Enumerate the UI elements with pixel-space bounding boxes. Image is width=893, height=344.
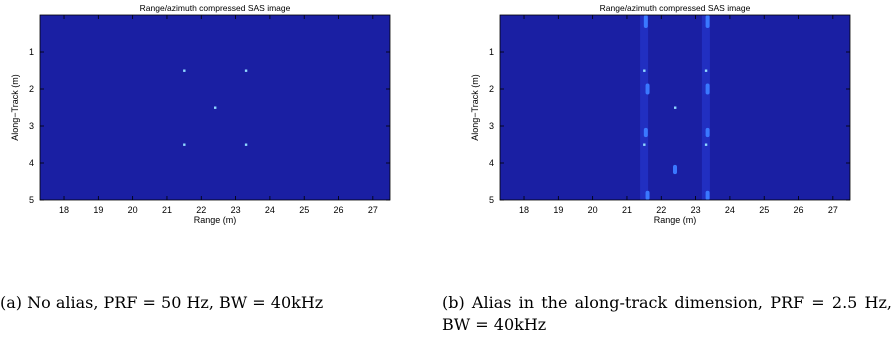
alias-streak-8 (645, 190, 650, 200)
x-tick-label-20: 20 (128, 205, 138, 215)
x-tick-label-24: 24 (725, 205, 735, 215)
y-tick-label-1: 1 (489, 47, 494, 57)
y-tick-label-2: 2 (29, 84, 34, 94)
target-point-4 (183, 143, 186, 146)
x-tick-label-19: 19 (93, 205, 103, 215)
y-tick-label-5: 5 (489, 195, 494, 205)
target-point-3 (674, 106, 677, 109)
alias-streak-4 (705, 83, 710, 95)
alias-streak-1 (643, 15, 648, 28)
x-tick-label-26: 26 (794, 205, 804, 215)
caption-a: (a) No alias, PRF = 50 Hz, BW = 40kHz (0, 293, 324, 312)
y-tick-label-2: 2 (489, 84, 494, 94)
alias-streak-9 (705, 190, 710, 200)
caption-b: (b) Alias in the along-track dimension, … (442, 293, 892, 334)
target-point-1 (183, 69, 186, 72)
y-tick-label-4: 4 (29, 158, 34, 168)
x-tick-label-26: 26 (334, 205, 344, 215)
target-point-1 (643, 69, 646, 72)
x-tick-label-21: 21 (162, 205, 172, 215)
target-point-2 (704, 69, 708, 72)
x-axis-label: Range (m) (194, 215, 237, 225)
alias-streak-5 (643, 127, 648, 138)
chart-title: Range/azimuth compressed SAS image (600, 3, 751, 13)
alias-stripe-2 (701, 15, 710, 200)
y-tick-label-1: 1 (29, 47, 34, 57)
x-tick-label-22: 22 (196, 205, 206, 215)
alias-streak-3 (645, 83, 650, 95)
x-axis-label: Range (m) (654, 215, 697, 225)
x-tick-label-20: 20 (588, 205, 598, 215)
y-tick-label-3: 3 (29, 121, 34, 131)
x-tick-label-24: 24 (265, 205, 275, 215)
y-tick-label-3: 3 (489, 121, 494, 131)
alias-streak-6 (705, 127, 710, 138)
y-axis-label: Along−Track (m) (10, 74, 20, 140)
y-tick-label-5: 5 (29, 195, 34, 205)
x-tick-label-21: 21 (622, 205, 632, 215)
target-point-3 (214, 106, 217, 109)
x-tick-label-23: 23 (691, 205, 701, 215)
target-point-5 (244, 143, 248, 146)
alias-streak-2 (705, 15, 710, 28)
y-tick-label-4: 4 (489, 158, 494, 168)
chart-title: Range/azimuth compressed SAS image (140, 3, 291, 13)
image-content (183, 69, 248, 146)
x-tick-label-25: 25 (299, 205, 309, 215)
y-axis-label: Along−Track (m) (470, 74, 480, 140)
plot-frame (499, 14, 851, 201)
target-point-4 (643, 143, 646, 146)
plot-frame (39, 14, 391, 201)
x-tick-label-27: 27 (368, 205, 378, 215)
target-point-5 (704, 143, 708, 146)
x-tick-label-25: 25 (759, 205, 769, 215)
x-tick-label-18: 18 (519, 205, 529, 215)
x-tick-label-19: 19 (553, 205, 563, 215)
alias-streak-7 (673, 164, 677, 175)
x-tick-label-23: 23 (231, 205, 241, 215)
x-tick-label-22: 22 (656, 205, 666, 215)
alias-stripe-1 (640, 15, 649, 200)
x-tick-label-18: 18 (59, 205, 69, 215)
image-content (640, 15, 710, 200)
target-point-2 (244, 69, 248, 72)
x-tick-label-27: 27 (828, 205, 838, 215)
